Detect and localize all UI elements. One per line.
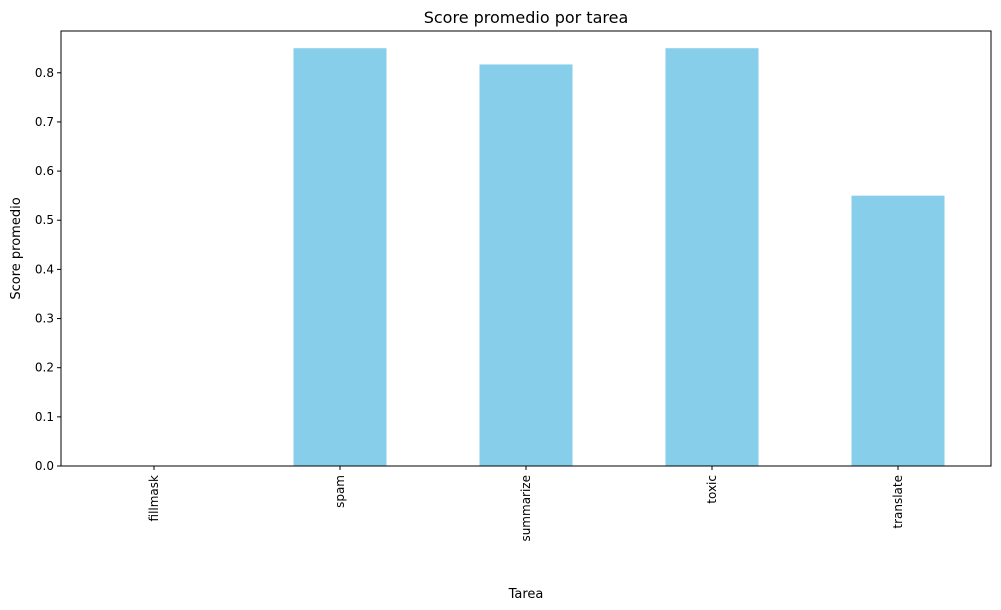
y-tick-label-0.8: 0.8 (35, 66, 54, 80)
y-tick-label-0.3: 0.3 (35, 312, 54, 326)
y-tick-label-0.7: 0.7 (35, 115, 54, 129)
x-axis: fillmask spam summarize toxic translate (147, 466, 905, 542)
y-tick-label-0.5: 0.5 (35, 213, 54, 227)
y-tick-label-0.0: 0.0 (35, 459, 54, 473)
bars-group (293, 48, 945, 466)
y-tick-label-0.2: 0.2 (35, 361, 54, 375)
bar-summarize (479, 64, 573, 466)
chart-title: Score promedio por tarea (424, 8, 629, 27)
bar-spam (293, 48, 387, 466)
x-tick-label-spam: spam (333, 475, 347, 508)
x-tick-label-toxic: toxic (705, 475, 719, 504)
y-tick-label-0.1: 0.1 (35, 410, 54, 424)
bar-toxic (665, 48, 759, 466)
x-axis-label: Tarea (508, 587, 544, 602)
x-tick-label-fillmask: fillmask (147, 475, 161, 522)
x-tick-label-summarize: summarize (519, 475, 533, 542)
y-axis: 0.0 0.1 0.2 0.3 0.4 0.5 0.6 0.7 0.8 (35, 66, 61, 473)
y-axis-label: Score promedio (9, 197, 24, 299)
bar-translate (851, 195, 945, 466)
y-tick-label-0.4: 0.4 (35, 262, 54, 276)
y-tick-label-0.6: 0.6 (35, 164, 54, 178)
x-tick-label-translate: translate (891, 475, 905, 529)
plot-frame (60, 30, 992, 467)
